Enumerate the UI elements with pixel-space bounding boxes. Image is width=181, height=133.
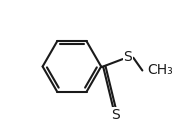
Text: CH₃: CH₃ — [148, 63, 173, 78]
Text: S: S — [111, 108, 119, 122]
Text: S: S — [123, 50, 132, 64]
